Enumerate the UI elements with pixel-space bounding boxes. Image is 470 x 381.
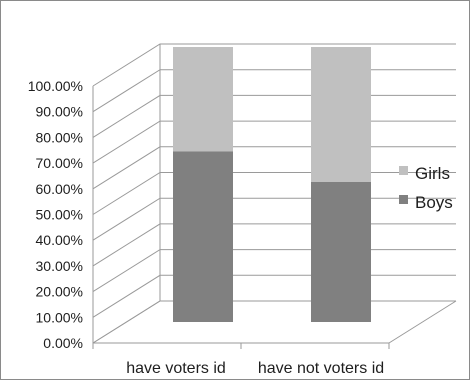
- legend-swatch-girls: [399, 166, 408, 175]
- gridline: [92, 172, 456, 215]
- gridline: [92, 69, 456, 113]
- gridline: [92, 223, 456, 267]
- gridline: [92, 94, 456, 138]
- y-tick-label: 40.00%: [36, 232, 83, 248]
- gridline: [92, 197, 456, 241]
- bar-girls: [173, 47, 233, 152]
- y-tick-label: 50.00%: [36, 207, 83, 223]
- y-tick-label: 0.00%: [43, 335, 83, 351]
- y-tick-label: 10.00%: [36, 309, 83, 325]
- y-tick-label: 70.00%: [36, 155, 83, 171]
- bar-girls: [311, 47, 371, 182]
- gridline: [92, 249, 456, 293]
- gridline: [92, 300, 456, 344]
- x-category-label: have not voters id: [258, 360, 384, 377]
- x-category-label: have voters id: [126, 360, 226, 377]
- gridline: [92, 274, 456, 318]
- y-tick-label: 60.00%: [36, 181, 83, 197]
- y-tick-label: 20.00%: [36, 284, 83, 300]
- y-tick-label: 30.00%: [36, 258, 83, 274]
- legend-label-boys: Boys: [415, 193, 453, 212]
- legend-swatch-boys: [399, 195, 408, 204]
- gridline: [92, 120, 456, 164]
- legend-label-girls: Girls: [415, 164, 450, 183]
- y-tick-label: 100.00%: [28, 78, 83, 94]
- y-tick-label: 90.00%: [36, 104, 83, 120]
- y-tick-label: 80.00%: [36, 129, 83, 145]
- bar-boys: [311, 181, 371, 322]
- bar-boys: [173, 151, 233, 322]
- gridline: [92, 43, 456, 87]
- floor-back-edge: [92, 300, 456, 344]
- floor-right-edge: [388, 300, 457, 344]
